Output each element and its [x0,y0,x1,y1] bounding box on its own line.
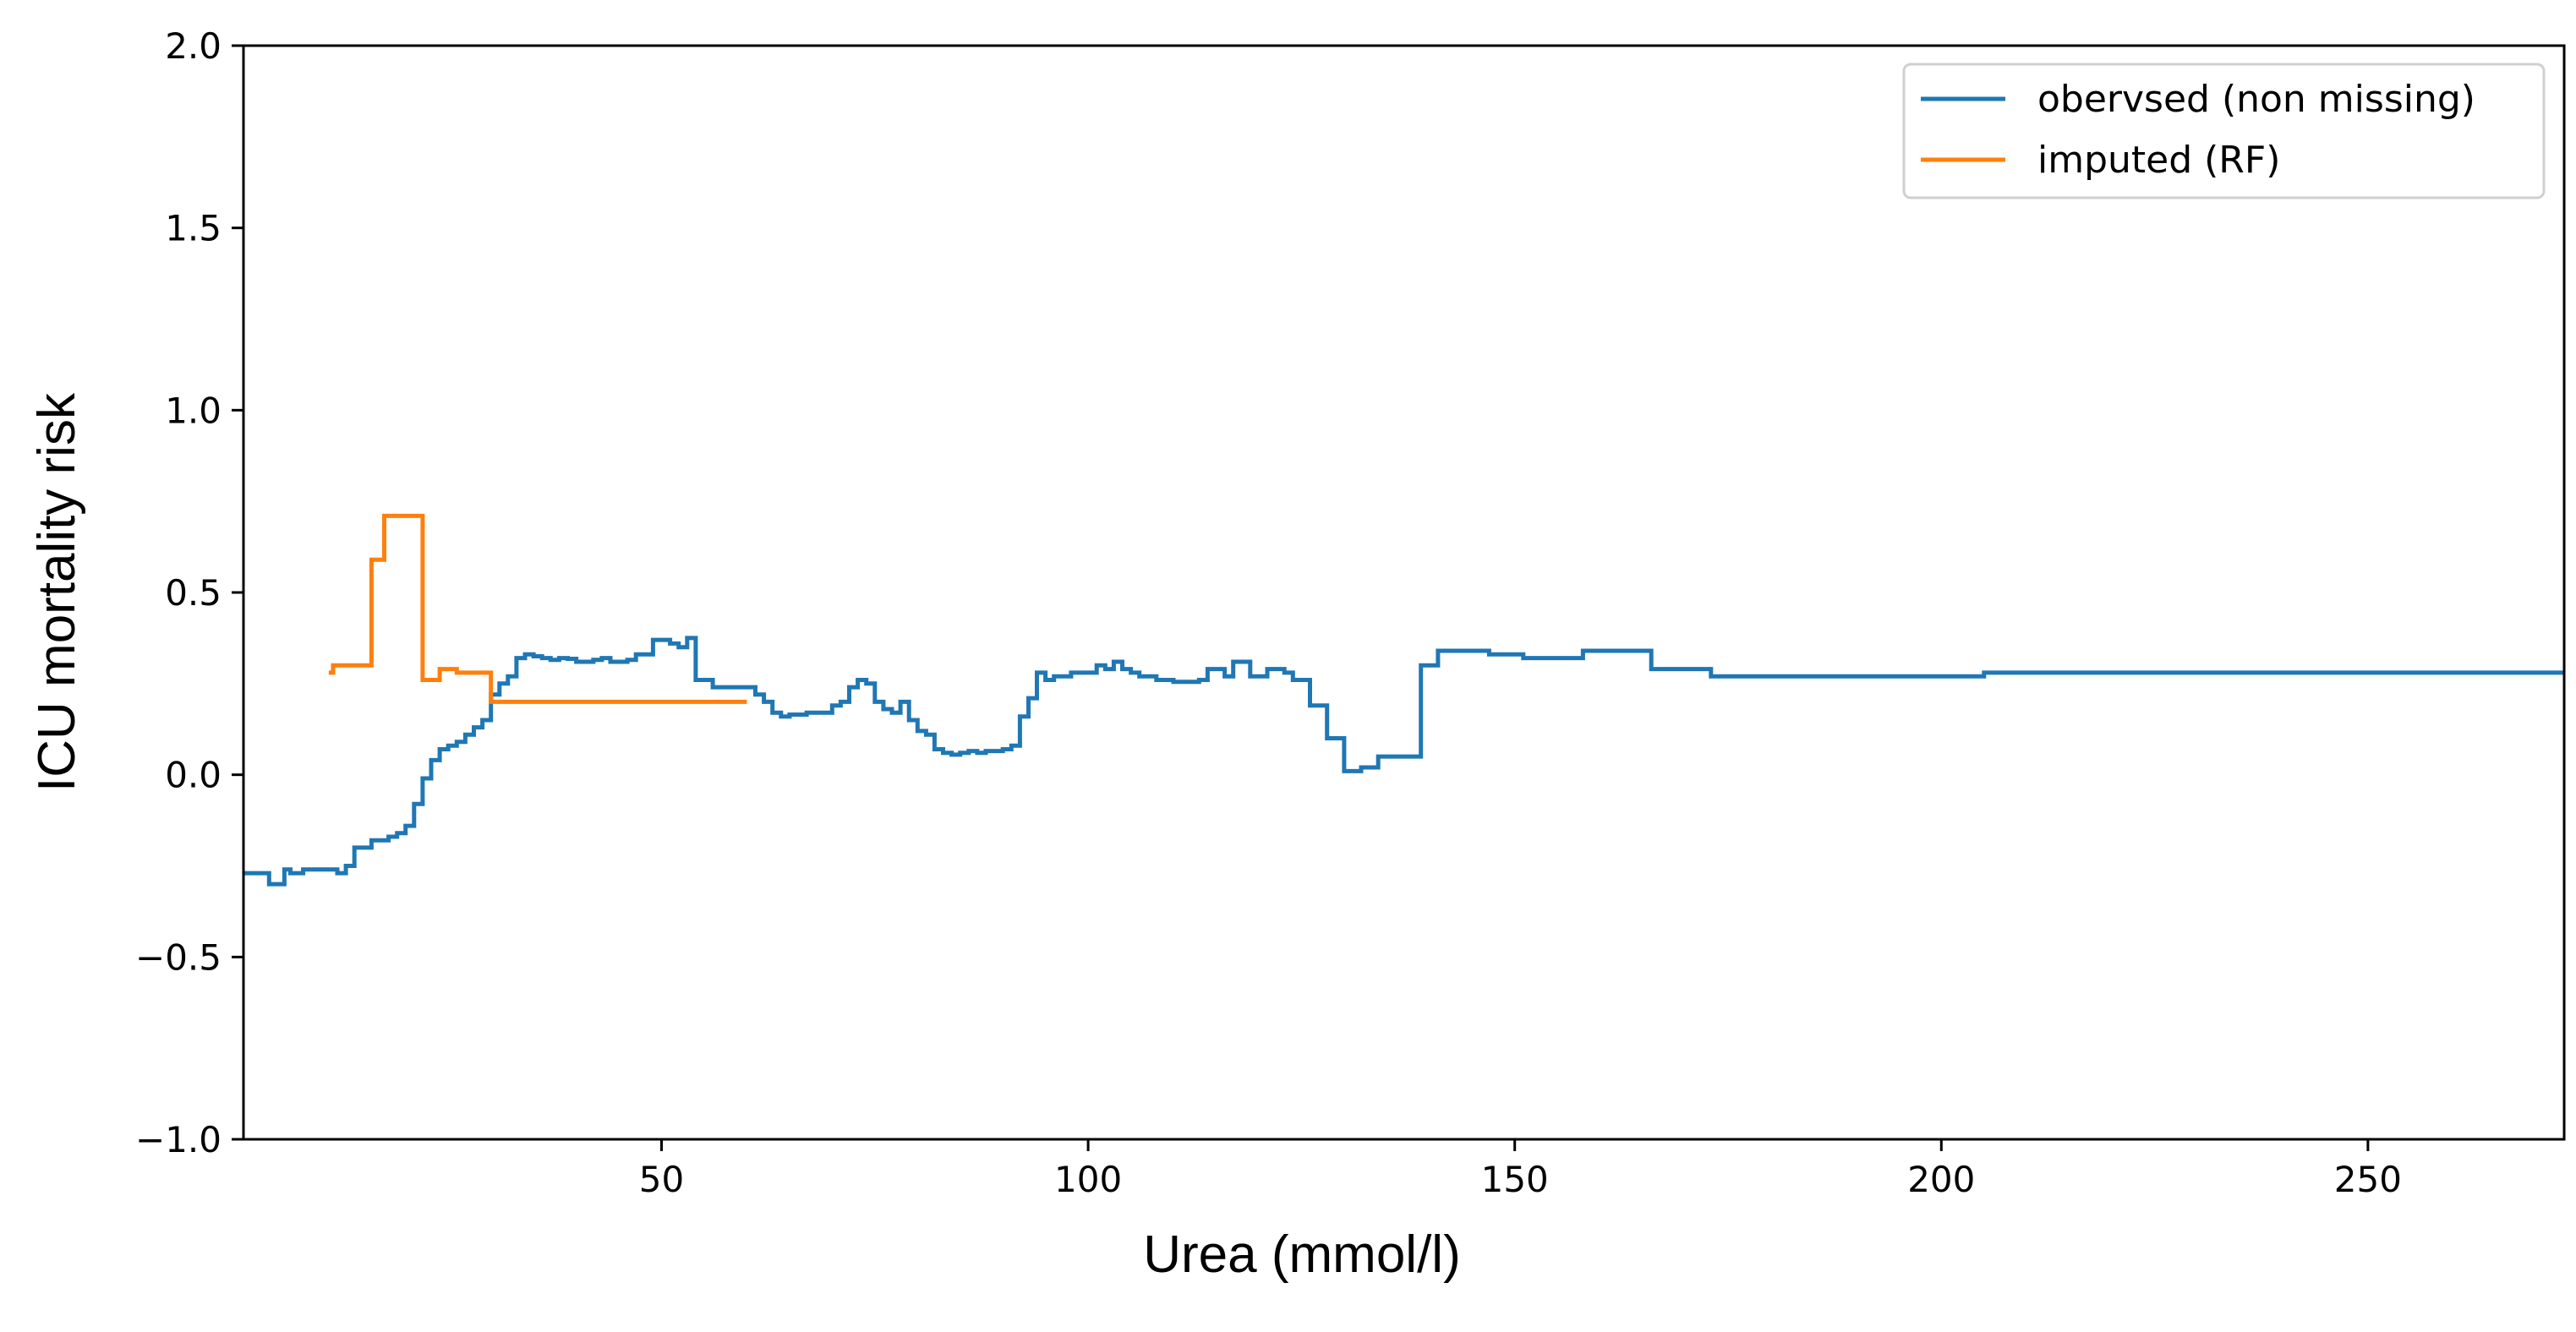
x-tick-label: 150 [1481,1159,1549,1200]
legend-box [1902,63,2546,199]
x-axis-title: Urea (mmol/l) [1143,1226,1460,1284]
x-tick-label: 200 [1907,1159,1975,1200]
series-line-0 [243,636,2564,887]
y-tick-label: 1.5 [165,208,222,249]
y-tick-label: 2.0 [165,25,222,67]
y-axis-title: ICU mortality risk [28,392,86,792]
y-axis-ticks: −1.0 −0.5 0.0 0.5 1.0 1.5 2.0 [135,25,243,1160]
series-line-1 [328,513,747,704]
legend-label-imputed: imputed (RF) [2037,139,2280,182]
y-tick-label: 1.0 [165,390,222,431]
x-tick-label: 250 [2334,1159,2402,1200]
y-tick-label: 0.5 [165,572,222,614]
plot-area [243,513,2564,887]
x-tick-label: 100 [1054,1159,1122,1200]
legend-label-observed: obervsed (non missing) [2037,78,2475,121]
y-tick-label: −1.0 [135,1119,222,1160]
x-tick-label: 50 [639,1159,684,1200]
y-tick-label: −0.5 [135,936,222,978]
y-tick-label: 0.0 [165,755,222,796]
legend: obervsed (non missing) imputed (RF) [1902,63,2546,199]
x-axis-ticks: 50 100 150 200 250 [639,1139,2402,1200]
series-layer [243,513,2564,887]
